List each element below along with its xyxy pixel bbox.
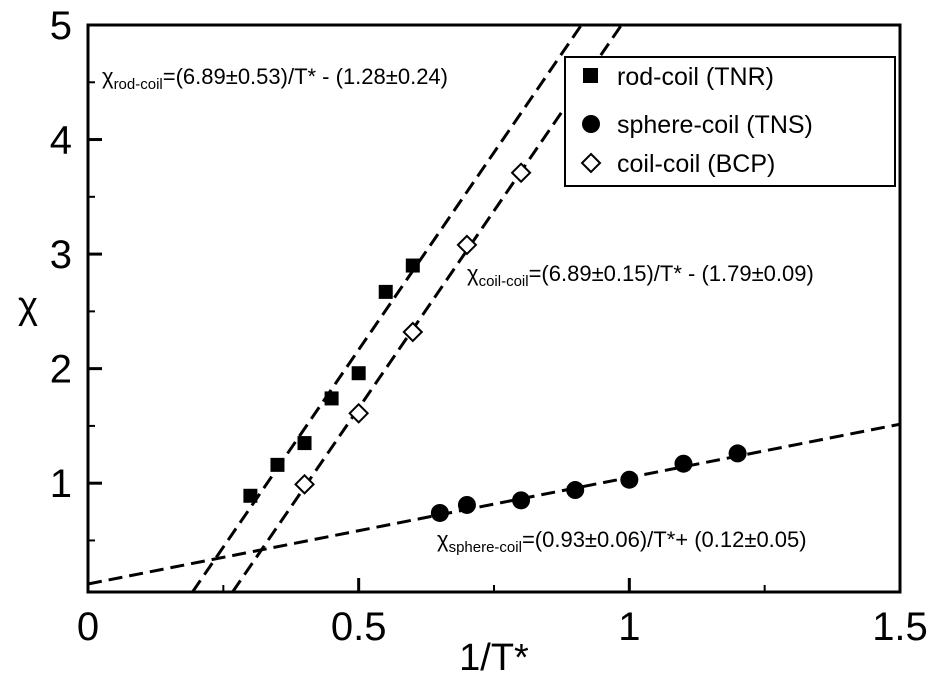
point-sphere-coil <box>566 481 585 500</box>
point-rod-coil <box>405 258 420 273</box>
y-tick-label: 5 <box>50 4 72 48</box>
point-rod-coil <box>351 366 366 381</box>
legend-label-sphere-coil: sphere-coil (TNS) <box>617 111 813 139</box>
point-sphere-coil <box>674 454 693 473</box>
point-sphere-coil <box>430 503 449 522</box>
x-tick-label: 0.5 <box>331 605 387 649</box>
x-axis-label: 1/T* <box>459 637 529 679</box>
y-tick-label: 3 <box>50 233 72 277</box>
legend-marker-sphere-coil <box>582 115 600 133</box>
point-sphere-coil <box>620 470 639 489</box>
point-coil-coil <box>294 473 315 495</box>
y-tick-label: 1 <box>50 462 72 506</box>
point-rod-coil <box>270 457 285 472</box>
annotation-coil-coil: χcoil-coil=(6.89±0.15)/T* - (1.79±0.09) <box>467 261 814 290</box>
point-coil-coil <box>402 321 424 343</box>
x-tick-label: 1.5 <box>872 605 928 649</box>
x-tick-label: 1 <box>618 605 640 649</box>
point-rod-coil <box>297 436 312 451</box>
point-coil-coil <box>456 234 478 256</box>
y-axis-ticks: 1 2 3 4 5 <box>50 4 102 542</box>
legend-marker-coil-coil <box>580 152 602 174</box>
x-axis-ticks: 0 0.5 1 1.5 <box>77 578 928 649</box>
legend-marker-rod-coil <box>583 68 598 83</box>
annotation-rod-coil: χrod-coil=(6.89±0.53)/T* - (1.28±0.24) <box>102 64 448 93</box>
y-tick-label: 2 <box>50 348 72 392</box>
fit-line-sphere-coil <box>87 422 901 586</box>
annotation-sphere-coil: χsphere-coil=(0.93±0.06)/T*+ (0.12±0.05) <box>437 527 807 556</box>
point-coil-coil <box>510 162 532 184</box>
point-rod-coil <box>324 391 339 406</box>
fit-line-coil-coil <box>231 24 623 593</box>
legend-box <box>564 56 896 187</box>
point-sphere-coil <box>457 495 476 514</box>
y-axis-label: χ <box>18 285 38 327</box>
data-points <box>243 162 747 522</box>
point-sphere-coil <box>728 444 747 463</box>
legend-label-rod-coil: rod-coil (TNR) <box>617 63 774 91</box>
point-sphere-coil <box>512 491 531 510</box>
point-coil-coil <box>348 402 370 424</box>
x-tick-label: 0 <box>77 605 99 649</box>
y-tick-label: 4 <box>50 119 72 163</box>
legend: rod-coil (TNR) sphere-coil (TNS) coil-co… <box>564 56 896 187</box>
legend-label-coil-coil: coil-coil (BCP) <box>617 150 775 178</box>
point-rod-coil <box>243 488 258 503</box>
point-rod-coil <box>378 284 393 299</box>
